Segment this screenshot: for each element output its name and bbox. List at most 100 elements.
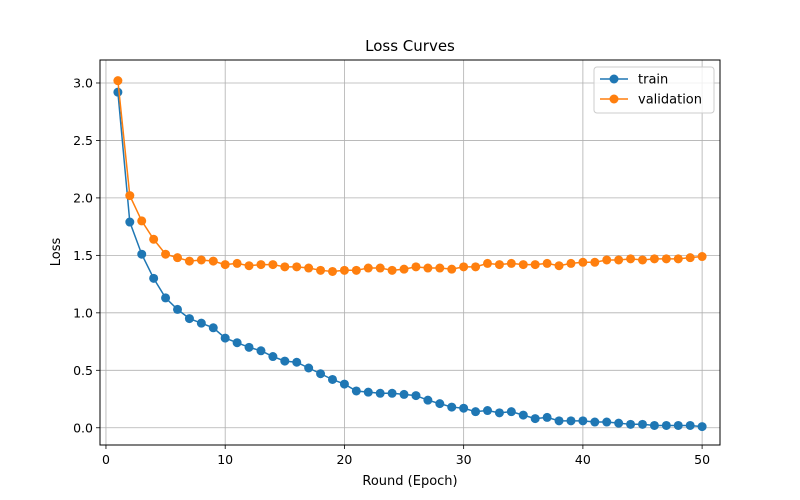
data-point-validation <box>435 263 445 273</box>
data-point-train <box>423 395 433 405</box>
data-point-train <box>447 402 457 412</box>
data-point-train <box>697 422 707 432</box>
data-point-train <box>113 87 123 97</box>
x-tick-label: 30 <box>456 452 472 467</box>
data-point-train <box>161 293 171 303</box>
data-point-validation <box>494 260 504 270</box>
data-point-validation <box>268 260 278 270</box>
data-point-validation <box>292 262 302 272</box>
data-point-train <box>506 407 516 417</box>
data-point-train <box>542 412 552 422</box>
data-point-validation <box>483 258 492 268</box>
x-tick-label: 0 <box>102 452 110 467</box>
data-point-validation <box>590 257 600 267</box>
x-tick-label: 50 <box>694 452 710 467</box>
data-point-train <box>280 356 290 366</box>
x-tick-label: 10 <box>217 452 233 467</box>
series-validation <box>113 76 707 276</box>
data-point-train <box>363 387 373 397</box>
data-point-validation <box>304 263 314 273</box>
legend: train validation <box>593 66 715 114</box>
data-point-train <box>208 323 218 333</box>
y-axis-label: Loss <box>49 238 64 267</box>
y-tick-label: 3.0 <box>73 75 93 90</box>
data-point-train <box>673 420 683 430</box>
data-point-train <box>459 403 469 413</box>
data-point-validation <box>459 262 469 272</box>
y-tick-label: 2.0 <box>73 190 93 205</box>
data-point-validation <box>375 263 385 273</box>
data-point-validation <box>316 265 326 275</box>
x-tick-label: 20 <box>336 452 352 467</box>
data-point-validation <box>113 76 123 86</box>
data-point-validation <box>542 258 552 268</box>
data-point-train <box>316 369 326 379</box>
series-train <box>113 87 707 432</box>
series-layer <box>113 76 707 432</box>
data-point-validation <box>196 255 206 265</box>
plot-frame <box>99 59 721 446</box>
y-tick-label: 2.5 <box>73 133 93 148</box>
data-point-train <box>304 363 314 373</box>
data-point-validation <box>244 261 254 271</box>
data-point-train <box>554 416 564 426</box>
data-point-validation <box>256 260 266 270</box>
data-point-validation <box>506 258 516 268</box>
data-point-train <box>602 417 612 427</box>
data-point-validation <box>649 254 659 264</box>
data-point-validation <box>578 257 588 267</box>
data-point-train <box>387 388 397 398</box>
data-point-train <box>375 388 385 398</box>
data-point-validation <box>137 216 147 226</box>
data-point-train <box>149 273 159 283</box>
data-point-train <box>256 346 266 356</box>
data-point-train <box>471 407 481 417</box>
data-point-train <box>614 418 624 428</box>
data-point-validation <box>697 252 707 262</box>
data-point-validation <box>173 253 182 263</box>
data-point-validation <box>673 254 683 264</box>
x-axis-label: Round (Epoch) <box>362 474 457 489</box>
data-point-validation <box>530 260 540 270</box>
axis-ticks: 0 10 20 30 40 50 0.0 0.5 1.0 1.5 2.0 2.5 3.0 <box>73 75 710 467</box>
data-point-train <box>351 386 361 396</box>
data-point-train <box>590 417 600 427</box>
data-point-train <box>435 399 445 409</box>
data-point-validation <box>602 255 612 265</box>
data-point-train <box>196 318 206 328</box>
data-point-validation <box>387 265 397 275</box>
data-point-train <box>328 374 337 384</box>
data-point-train <box>137 249 147 259</box>
data-point-validation <box>339 265 349 275</box>
data-point-train <box>399 389 409 399</box>
y-tick-label: 0.0 <box>73 420 93 435</box>
data-point-train <box>578 416 588 426</box>
data-point-validation <box>614 255 624 265</box>
data-point-validation <box>566 258 576 268</box>
data-point-validation <box>220 260 230 270</box>
data-point-validation <box>518 260 528 270</box>
legend-label-validation: validation <box>638 93 702 108</box>
data-point-validation <box>423 263 433 273</box>
data-point-train <box>530 414 540 424</box>
data-point-validation <box>232 258 242 268</box>
y-tick-label: 0.5 <box>73 363 93 378</box>
data-point-train <box>184 314 194 324</box>
data-point-validation <box>280 262 290 272</box>
data-point-validation <box>328 266 337 276</box>
data-point-train <box>268 352 278 362</box>
data-point-train <box>173 304 182 314</box>
data-point-train <box>125 217 135 227</box>
data-point-validation <box>638 255 647 265</box>
data-point-train <box>232 338 242 348</box>
data-point-train <box>244 342 254 352</box>
data-point-train <box>649 420 659 430</box>
x-tick-label: 40 <box>575 452 591 467</box>
data-point-train <box>566 416 576 426</box>
y-tick-label: 1.5 <box>73 248 93 263</box>
chart-title: Loss Curves <box>365 37 455 55</box>
grid-lines <box>100 60 720 445</box>
data-point-train <box>220 333 230 343</box>
data-point-train <box>494 408 504 418</box>
